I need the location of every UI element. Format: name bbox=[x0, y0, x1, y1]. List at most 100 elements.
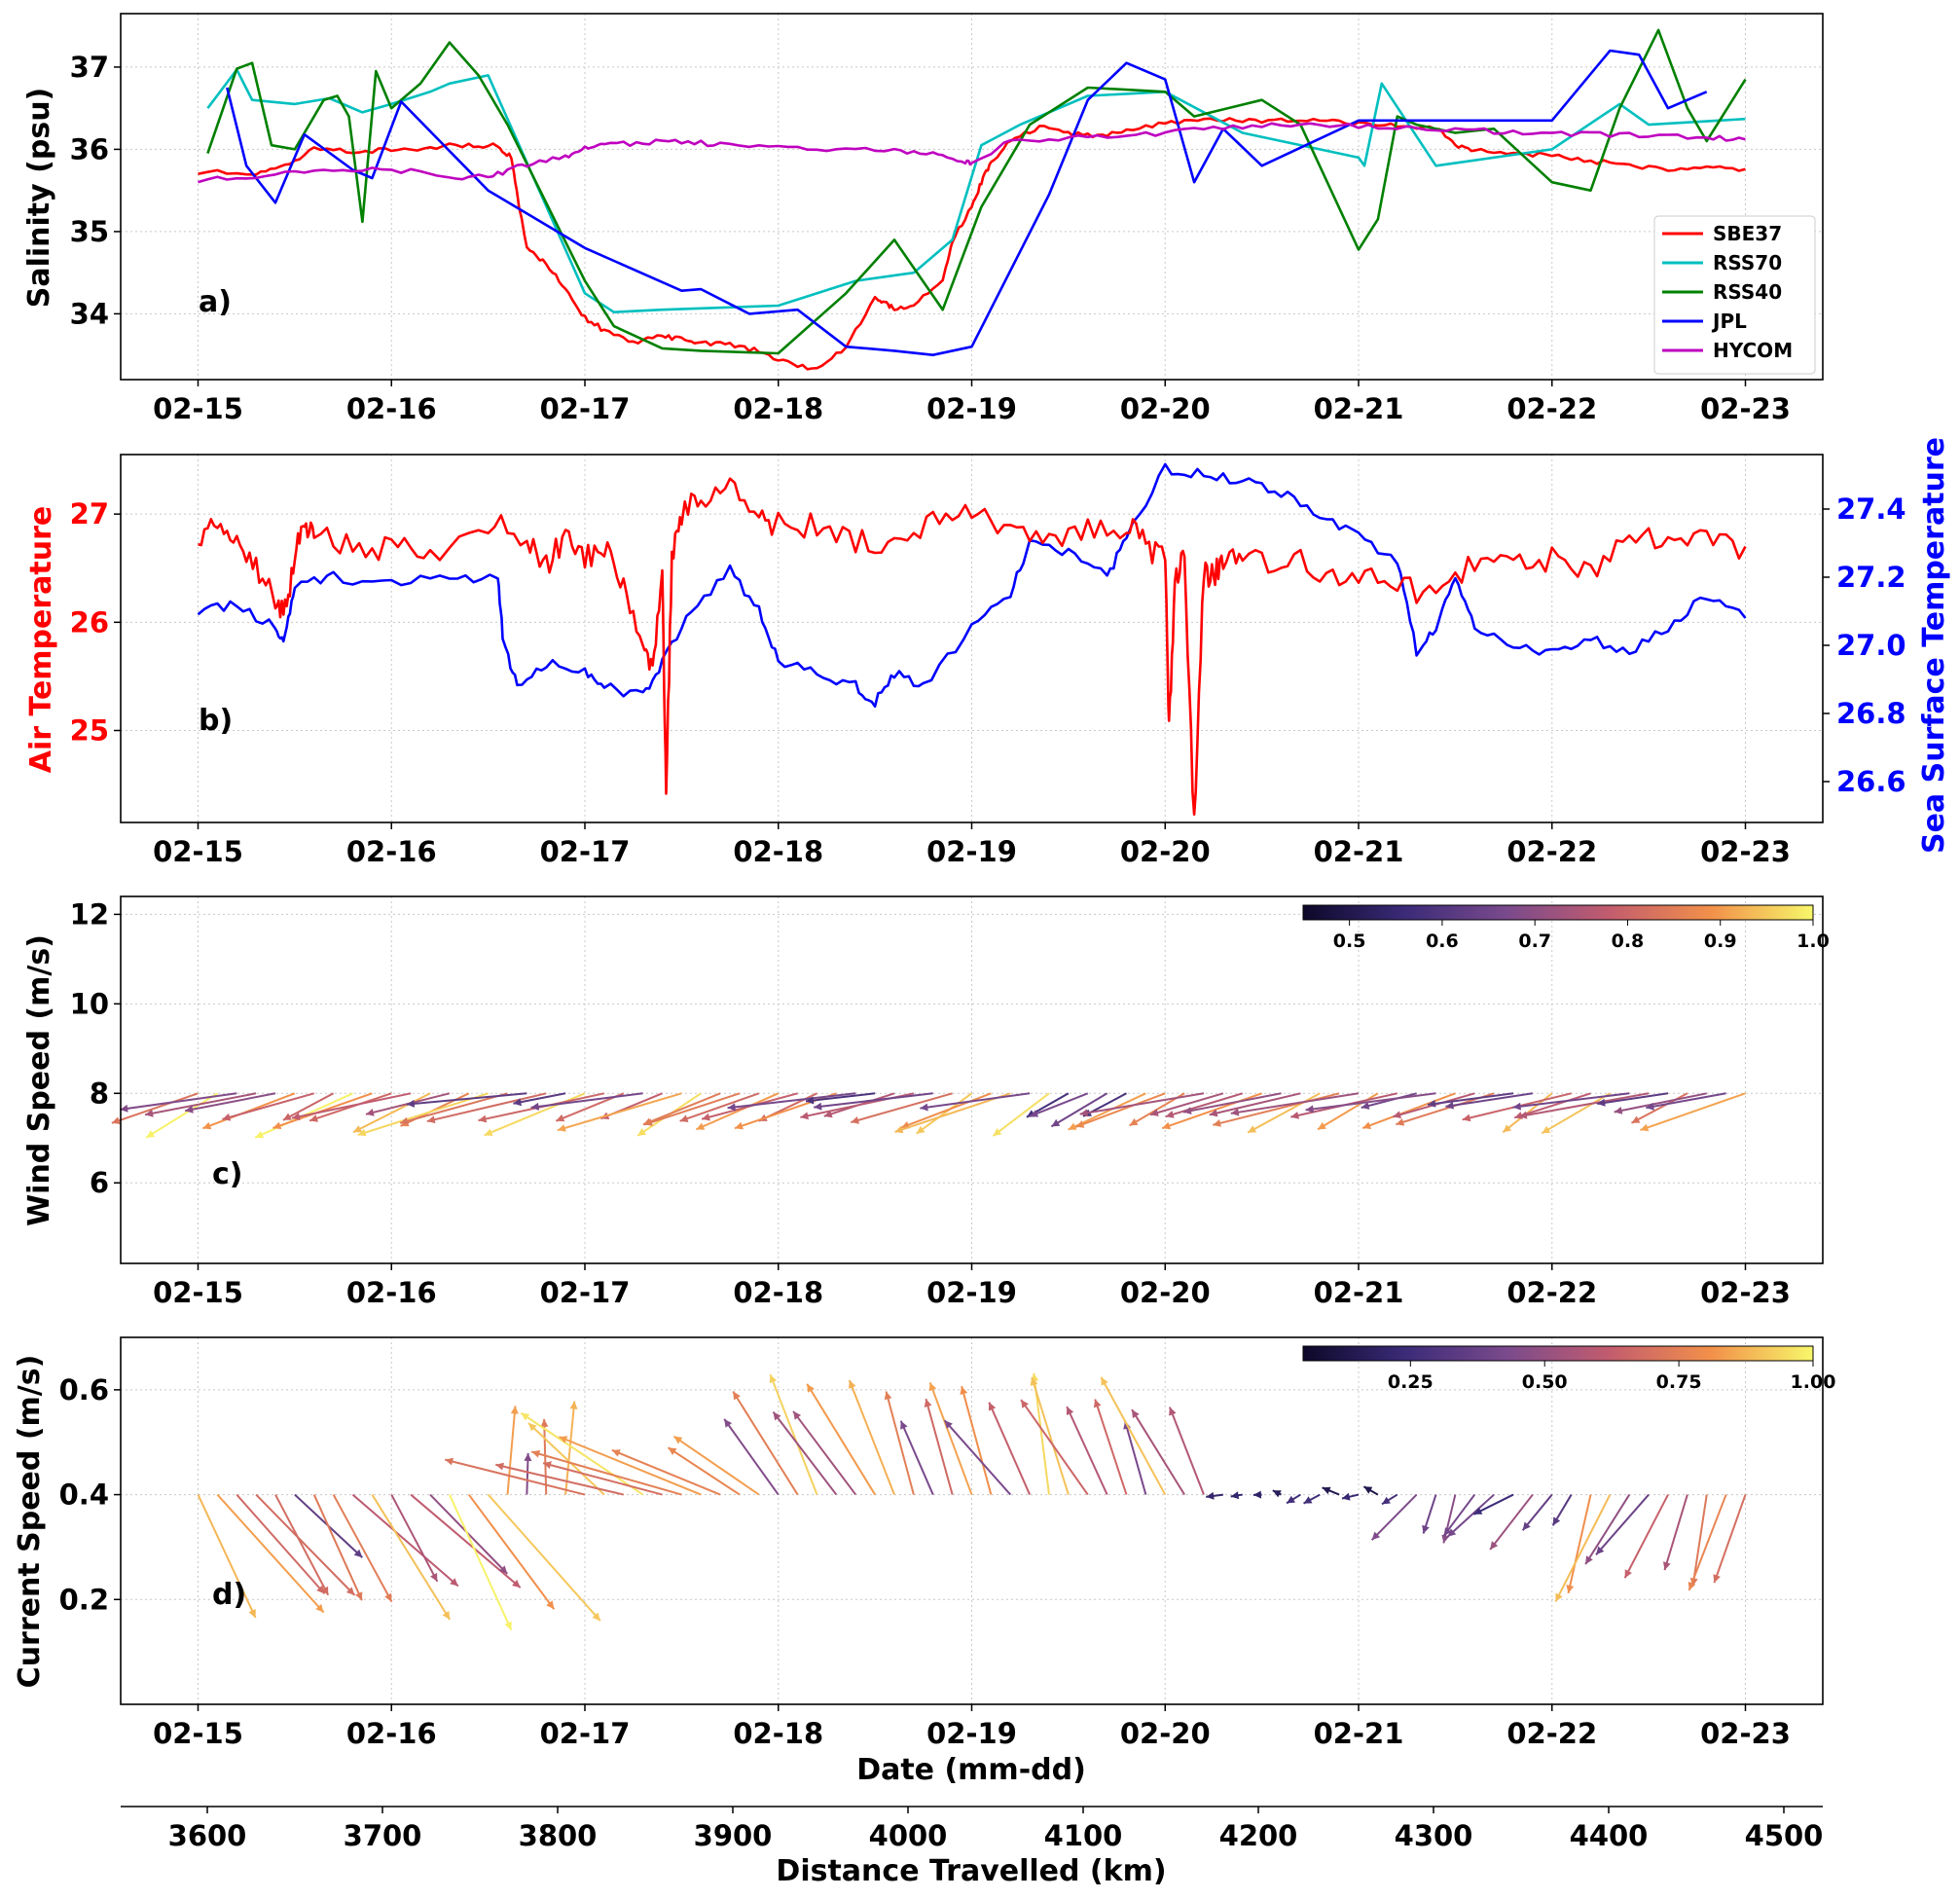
current-y-ticks: 0.2 0.4 0.6 bbox=[59, 1373, 121, 1616]
current-arrow-head bbox=[495, 1462, 504, 1471]
colorbar-tick-label: 0.5 bbox=[1333, 931, 1366, 952]
sst-y-label: Sea Surface Temperature bbox=[1917, 437, 1951, 854]
wind-arrow-head bbox=[1362, 1121, 1372, 1129]
x-tick-label: 02-22 bbox=[1506, 1717, 1597, 1750]
wind-arrow bbox=[1541, 1092, 1611, 1135]
current-arrow bbox=[1100, 1376, 1167, 1496]
y-tick-label: 12 bbox=[70, 897, 109, 931]
temperature-grid bbox=[121, 455, 1823, 822]
current-arrow-head bbox=[1688, 1582, 1696, 1590]
current-arrow-head bbox=[807, 1383, 815, 1393]
y-tick-label: 27 bbox=[70, 497, 109, 530]
current-arrow bbox=[236, 1493, 326, 1595]
wind-arrow-head bbox=[406, 1099, 416, 1108]
x-tick-label: 02-16 bbox=[346, 1276, 437, 1309]
current-arrow bbox=[723, 1418, 780, 1496]
wind-arrow bbox=[1050, 1092, 1108, 1128]
current-arrow bbox=[487, 1493, 601, 1622]
wind-arrow-head bbox=[805, 1096, 815, 1105]
distance-tick-label: 4000 bbox=[869, 1819, 948, 1852]
current-arrow bbox=[769, 1373, 818, 1495]
y-tick-label: 6 bbox=[90, 1166, 109, 1199]
y-tick-label: 25 bbox=[70, 714, 109, 748]
wind-arrow-head bbox=[478, 1114, 488, 1123]
current-arrow-head bbox=[592, 1612, 600, 1622]
current-arrow bbox=[925, 1398, 954, 1495]
x-tick-label: 02-20 bbox=[1120, 392, 1211, 425]
x-tick-label: 02-16 bbox=[346, 835, 437, 868]
salinity-series bbox=[198, 28, 1747, 371]
wind-arrow-head bbox=[696, 1122, 706, 1130]
current-arrow-head bbox=[1624, 1569, 1632, 1579]
current-arrow-head bbox=[430, 1572, 438, 1582]
temperature-x-ticks: 02-15 02-16 02-17 02-18 02-19 02-20 02-21 02-22… bbox=[153, 822, 1791, 868]
air-temperature-y-label: Air Temperature bbox=[24, 506, 58, 774]
wind-arrow bbox=[144, 1092, 257, 1116]
current-arrow bbox=[1688, 1494, 1727, 1591]
current-arrow-head bbox=[1473, 1507, 1483, 1515]
wind-arrow bbox=[1518, 1092, 1650, 1118]
current-arrow bbox=[943, 1419, 1011, 1496]
current-arrow-head bbox=[1287, 1495, 1295, 1504]
wind-arrow-head bbox=[353, 1125, 362, 1133]
wind-arrow-head bbox=[1646, 1102, 1654, 1111]
wind-arrow-head bbox=[255, 1130, 265, 1139]
x-tick-label: 02-15 bbox=[153, 1717, 243, 1750]
wind-arrow-head bbox=[291, 1113, 301, 1120]
x-tick-label: 02-18 bbox=[733, 392, 823, 425]
current-arrow-head bbox=[1169, 1406, 1177, 1416]
current-arrow-head bbox=[1566, 1585, 1575, 1593]
wind-arrow-head bbox=[1209, 1109, 1218, 1117]
wind-arrow bbox=[1646, 1092, 1726, 1110]
current-arrow-head bbox=[1555, 1592, 1563, 1602]
wind-arrow bbox=[291, 1092, 412, 1119]
wind-arrow bbox=[920, 1092, 1031, 1110]
current-arrow-head bbox=[1447, 1528, 1457, 1537]
x-tick-label: 02-20 bbox=[1120, 1717, 1211, 1750]
current-arrow-head bbox=[1363, 1486, 1373, 1494]
wind-arrow bbox=[1149, 1092, 1224, 1116]
x-tick-label: 02-19 bbox=[926, 1276, 1017, 1309]
current-arrow bbox=[772, 1411, 838, 1496]
wind-arrow bbox=[352, 1092, 431, 1134]
series-line-hycom bbox=[198, 122, 1746, 184]
x-tick-label: 02-21 bbox=[1314, 392, 1404, 425]
current-arrow-head bbox=[1596, 1546, 1605, 1555]
current-arrow bbox=[848, 1379, 895, 1495]
x-tick-label: 02-23 bbox=[1700, 1717, 1791, 1750]
y-tick-label: 26 bbox=[70, 605, 109, 639]
wind-arrow-head bbox=[1445, 1101, 1454, 1110]
wind-arrow-head bbox=[1248, 1125, 1257, 1133]
current-arrow bbox=[1124, 1420, 1147, 1495]
wind-arrow bbox=[1305, 1092, 1436, 1112]
current-arrow-head bbox=[1441, 1534, 1450, 1544]
current-arrow-head bbox=[1663, 1561, 1671, 1571]
y-tick-label: 34 bbox=[70, 297, 109, 330]
current-arrow-head bbox=[1522, 1521, 1531, 1531]
salinity-y-ticks: 34 35 36 37 bbox=[70, 51, 121, 330]
distance-tick-label: 3600 bbox=[168, 1819, 247, 1852]
legend-label: HYCOM bbox=[1713, 339, 1793, 362]
current-arrow-head bbox=[510, 1406, 519, 1414]
current-arrow-head bbox=[673, 1436, 683, 1444]
wind-arrow-head bbox=[1614, 1107, 1623, 1114]
current-arrow bbox=[1020, 1399, 1089, 1496]
current-arrow-head bbox=[1371, 1531, 1381, 1541]
colorbar-tick-label: 1.00 bbox=[1791, 1371, 1836, 1393]
wind-arrow-head bbox=[357, 1128, 367, 1137]
wind-y-label: Wind Speed (m/s) bbox=[22, 934, 56, 1226]
current-arrow bbox=[1623, 1494, 1669, 1579]
current-arrow bbox=[520, 1411, 644, 1496]
wind-arrow-head bbox=[1361, 1102, 1370, 1110]
wind-arrow-head bbox=[202, 1121, 212, 1130]
y-tick-label: 0.6 bbox=[59, 1373, 109, 1406]
current-arrow-head bbox=[924, 1399, 932, 1407]
current-x-ticks: 02-15 02-16 02-17 02-18 02-19 02-20 02-21 02-22… bbox=[153, 1704, 1791, 1750]
current-arrow-head bbox=[884, 1391, 892, 1401]
wind-colorbar-bar bbox=[1302, 904, 1814, 921]
wind-grid bbox=[121, 896, 1823, 1263]
current-arrow-head bbox=[849, 1379, 856, 1389]
wind-arrow-head bbox=[1165, 1111, 1175, 1118]
current-arrow-head bbox=[1322, 1486, 1331, 1495]
wind-arrow-head bbox=[222, 1113, 232, 1121]
